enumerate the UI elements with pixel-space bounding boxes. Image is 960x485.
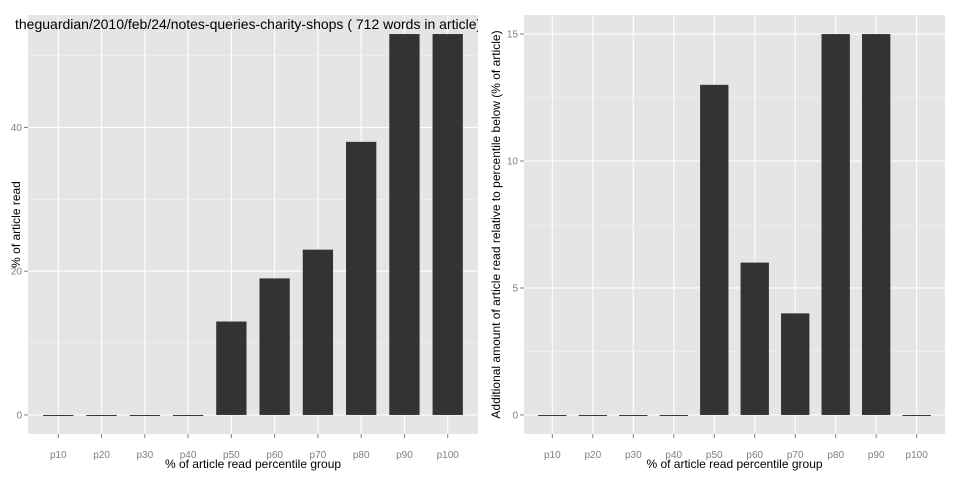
y-tick-label: 0 <box>16 410 22 421</box>
bar-p10 <box>538 414 567 416</box>
bar-p90 <box>389 34 420 415</box>
bar-p50 <box>216 321 247 415</box>
x-ticks: p10 p20 p30 p40 p50 p60 p70 p80 p90 p100 <box>50 434 459 461</box>
bar-p100 <box>902 414 931 416</box>
x-tick-label: p100 <box>437 450 460 461</box>
x-tick-label: p40 <box>665 450 682 461</box>
x-tick-label: p60 <box>746 450 763 461</box>
y-tick-label: 40 <box>11 123 23 134</box>
x-tick-label: p20 <box>93 450 110 461</box>
y-tick-label: 0 <box>512 410 518 421</box>
y-axis-title: % of article read <box>9 181 23 268</box>
y-tick-label: 5 <box>512 283 518 294</box>
x-tick-label: p80 <box>827 450 844 461</box>
bars <box>538 34 931 416</box>
bar-p80 <box>821 34 850 415</box>
chart-panel-2: 0 5 10 15 p10 p20 p30 p40 p50 p60 p70 p80 p90 p100 %… <box>489 15 945 471</box>
bar-p30 <box>129 414 160 416</box>
x-tick-label: p60 <box>266 450 283 461</box>
x-tick-label: p10 <box>50 450 67 461</box>
x-tick-label: p100 <box>906 450 929 461</box>
bar-p90 <box>862 34 891 415</box>
bar-p60 <box>259 278 290 415</box>
x-tick-label: p90 <box>396 450 413 461</box>
x-tick-label: p40 <box>180 450 197 461</box>
x-tick-label: p30 <box>136 450 153 461</box>
bar-p70 <box>302 249 334 415</box>
bar-p70 <box>781 313 810 415</box>
bar-p10 <box>43 414 74 416</box>
bar-p100 <box>432 34 463 415</box>
x-axis-title: % of article read percentile group <box>646 457 822 471</box>
y-ticks: 0 5 10 15 <box>507 30 524 421</box>
bars <box>43 34 463 416</box>
y-tick-label: 15 <box>507 30 519 41</box>
x-axis-title: % of article read percentile group <box>165 457 341 471</box>
bar-p50 <box>700 84 729 415</box>
bar-p40 <box>172 414 204 416</box>
x-tick-label: p50 <box>706 450 723 461</box>
bar-p20 <box>86 414 117 416</box>
y-ticks: 0 20 40 <box>11 123 28 421</box>
x-ticks: p10 p20 p30 p40 p50 p60 p70 p80 p90 p100 <box>544 434 928 461</box>
x-tick-label: p70 <box>310 450 327 461</box>
bar-p60 <box>740 262 769 415</box>
y-tick-label: 20 <box>11 267 23 278</box>
x-tick-label: p10 <box>544 450 561 461</box>
y-tick-label: 10 <box>507 157 519 168</box>
bar-p30 <box>619 414 648 416</box>
bar-p40 <box>659 414 688 416</box>
bar-p20 <box>578 414 607 416</box>
x-tick-label: p90 <box>868 450 885 461</box>
bar-p80 <box>346 141 377 415</box>
x-tick-label: p50 <box>223 450 240 461</box>
x-tick-label: p20 <box>584 450 601 461</box>
y-axis-title: Additional amount of article read relati… <box>489 30 503 418</box>
chart-title: theguardian/2010/feb/24/notes-queries-ch… <box>15 16 481 32</box>
chart-panel-1: 0 20 40 p10 p20 p30 p40 p50 p60 p70 p80 p90 p100 th… <box>9 15 481 471</box>
x-tick-label: p70 <box>787 450 804 461</box>
x-tick-label: p80 <box>353 450 370 461</box>
x-tick-label: p30 <box>625 450 642 461</box>
